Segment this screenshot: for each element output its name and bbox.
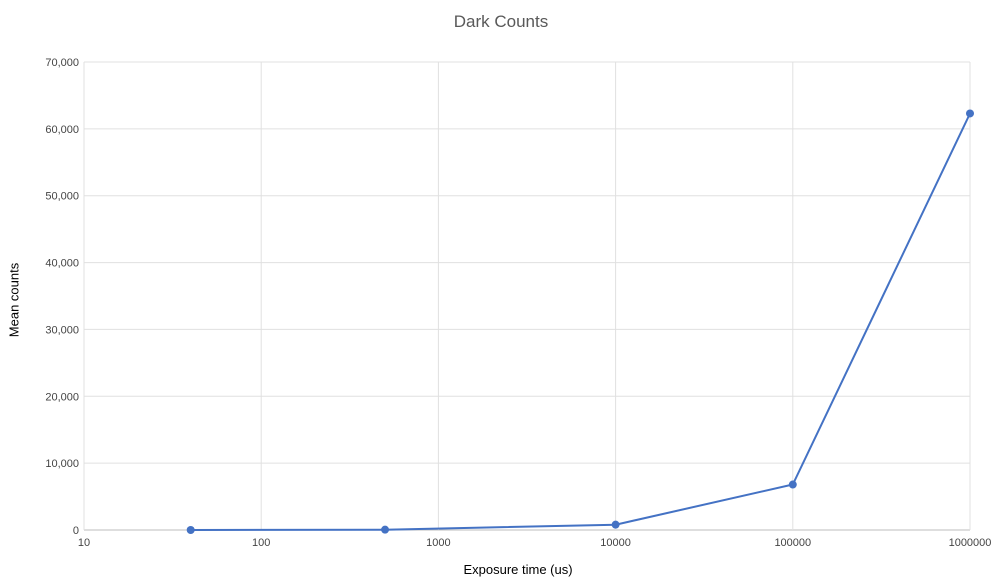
y-axis-label: Mean counts xyxy=(6,262,22,338)
data-point xyxy=(186,526,195,534)
y-tick-label: 50,000 xyxy=(45,191,79,203)
y-tick-label: 0 xyxy=(73,525,79,537)
x-axis-label: Exposure time (us) xyxy=(463,562,573,577)
chart-title: Dark Counts xyxy=(453,12,549,31)
y-tick-label: 70,000 xyxy=(45,57,79,69)
x-tick-label: 1000000 xyxy=(949,537,992,549)
x-tick-label: 10000 xyxy=(600,537,631,549)
y-tick-label: 40,000 xyxy=(45,258,79,270)
x-tick-label: 1000 xyxy=(426,537,450,549)
y-tick-label: 20,000 xyxy=(45,391,79,403)
data-point xyxy=(788,480,797,489)
data-point xyxy=(611,520,620,529)
data-point xyxy=(381,525,390,534)
y-tick-label: 30,000 xyxy=(45,324,79,336)
x-tick-label: 100000 xyxy=(774,537,811,549)
data-point xyxy=(966,109,974,118)
x-tick-label: 10 xyxy=(78,537,90,549)
series-line xyxy=(190,113,971,531)
y-tick-label: 60,000 xyxy=(45,124,79,136)
y-tick-label: 10,000 xyxy=(45,458,79,470)
x-tick-label: 100 xyxy=(252,537,270,549)
